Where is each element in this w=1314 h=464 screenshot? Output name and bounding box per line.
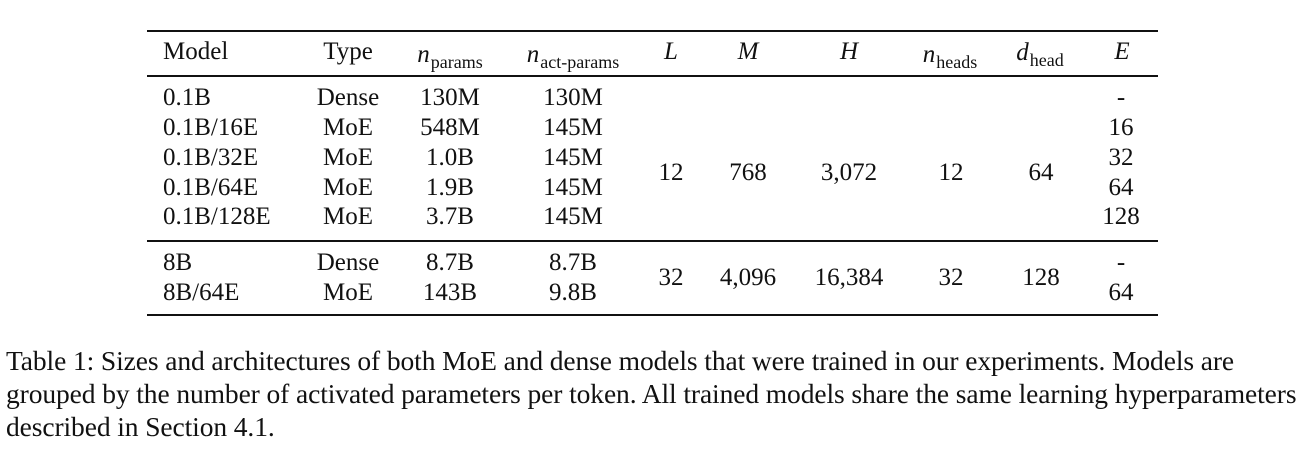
group-rule — [147, 240, 1158, 242]
header-E: E — [1114, 38, 1130, 65]
header-n-heads: nheads — [922, 41, 978, 72]
header-model: Model — [163, 38, 229, 65]
header-d-head: dhead — [1016, 39, 1064, 70]
header-n-act-params: nact-params — [526, 41, 620, 72]
header-type: Type — [323, 38, 373, 65]
header-rule — [147, 75, 1158, 77]
header-L: L — [664, 38, 678, 65]
table-caption: Table 1: Sizes and architectures of both… — [6, 345, 1297, 442]
header-n-params: nparams — [417, 41, 483, 72]
bottom-rule — [147, 314, 1158, 316]
header-H: H — [839, 38, 859, 65]
top-rule — [147, 30, 1158, 32]
header-M: M — [737, 38, 759, 65]
